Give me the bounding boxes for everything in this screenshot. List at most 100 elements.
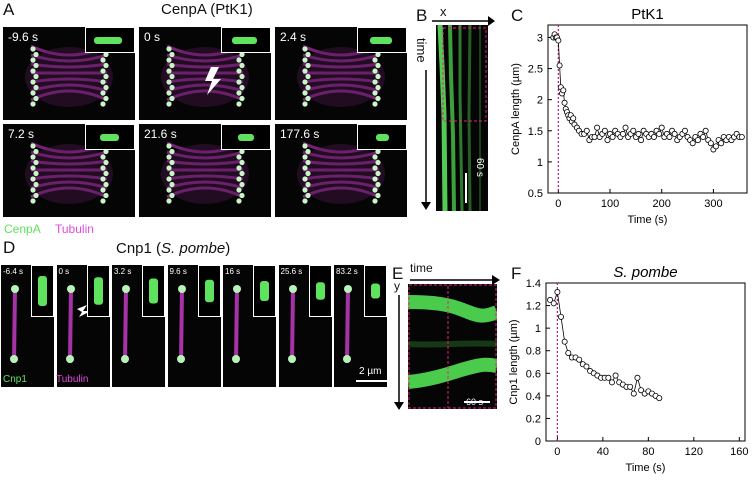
- panel-a-frame-time: 7.2 s: [8, 127, 35, 141]
- data-point: [554, 289, 561, 296]
- data-point: [609, 133, 616, 140]
- data-point: [561, 338, 568, 345]
- data-point: [565, 349, 572, 356]
- data-point: [694, 137, 701, 144]
- data-point: [656, 130, 663, 137]
- panel-e-scale-label: 60 s: [466, 397, 484, 407]
- data-point: [583, 363, 590, 370]
- data-point: [583, 127, 590, 134]
- panel-b-x-arrow: [432, 16, 495, 26]
- panel-a-frame-inset: [357, 124, 407, 150]
- panel-a-frame-inset: [357, 27, 407, 53]
- y-tick-label: 1.4: [526, 278, 541, 290]
- data-point: [601, 127, 608, 134]
- data-point: [630, 127, 637, 134]
- panel-a-frame-time: 21.6 s: [144, 127, 177, 141]
- y-tick-label: 0.5: [528, 188, 543, 200]
- panel-d-scalebar: [356, 380, 389, 382]
- panel-b-time-label: time: [414, 38, 429, 63]
- y-tick-label: 0: [535, 436, 541, 448]
- y-tick-label: 2: [537, 95, 543, 107]
- y-tick-label: 0.4: [526, 391, 541, 403]
- y-tick-label: 1.2: [526, 301, 541, 313]
- panel-b-time-arrow: [421, 70, 431, 210]
- y-tick-label: 1.5: [528, 126, 543, 138]
- chart-c: PtK1 0 100 200 300 0.5 1 1.5 2 2.5 3 Time (s) CenpA …: [510, 6, 748, 226]
- panel-d-frame-time: -6.4 s: [3, 267, 24, 276]
- panel-a-frame-inset: [85, 124, 135, 150]
- panel-a-frame: 21.6 s: [139, 124, 271, 217]
- x-tick-label: 80: [642, 446, 654, 458]
- x-axis-label: Time (s): [626, 462, 666, 474]
- panel-d-frame-time: 0 s: [58, 267, 70, 276]
- data-point: [591, 133, 598, 140]
- x-tick-label: 100: [601, 198, 619, 210]
- data-point: [738, 133, 745, 140]
- x-tick-label: 300: [704, 198, 722, 210]
- panel-a-frame: 7.2 s: [3, 124, 135, 217]
- panel-a-title: CenpA (PtK1): [161, 1, 253, 18]
- plot-frame: [547, 24, 748, 194]
- data-point: [635, 130, 642, 137]
- panel-a-scale-label: 5 µm: [377, 220, 400, 231]
- panel-d-frame: -6.4 s: [1, 265, 54, 387]
- panel-e-time-label: time: [410, 261, 433, 275]
- y-tick-label: 2.5: [528, 64, 543, 76]
- data-point: [556, 62, 563, 69]
- data-point: [547, 296, 554, 303]
- data-point: [576, 356, 583, 363]
- panel-a-frame: 0 s: [139, 27, 271, 120]
- panel-a-frame: 177.6 s: [275, 124, 407, 217]
- data-point: [605, 374, 612, 381]
- data-point: [634, 374, 641, 381]
- x-tick-label: 160: [730, 446, 748, 458]
- panel-b-scale-label: 60 s: [474, 158, 485, 177]
- y-axis-label: CenpA length (µm): [510, 63, 522, 155]
- panel-d-frame: 0 s: [56, 265, 110, 387]
- x-tick-label: 0: [554, 446, 560, 458]
- panel-e-y-arrow: [394, 295, 404, 410]
- data-point: [702, 127, 709, 134]
- panel-e-kymograph: [408, 284, 497, 409]
- data-point: [707, 140, 714, 147]
- panel-d-frame-inset: [253, 265, 276, 317]
- panel-d-frame-inset: [142, 265, 165, 317]
- y-tick-label: 1: [535, 323, 541, 335]
- panel-a-frame: 2.4 s: [275, 27, 407, 120]
- data-point: [622, 124, 629, 131]
- data-point: [627, 383, 634, 390]
- y-tick-label: 0.2: [526, 413, 541, 425]
- data-point: [666, 133, 673, 140]
- panel-a-frame-inset: [221, 124, 271, 150]
- panel-a-frame-inset: [221, 27, 271, 53]
- data-point: [619, 130, 626, 137]
- panel-d-channel-magenta: Tubulin: [56, 374, 89, 385]
- panel-d-channel-green: Cnp1: [3, 374, 27, 385]
- panel-a-frame: -9.6 s: [3, 27, 135, 120]
- panel-d-frame-inset: [197, 265, 221, 317]
- panel-letter-d: D: [3, 238, 16, 257]
- x-axis-label: Time (s): [628, 214, 668, 226]
- chart-title: PtK1: [631, 6, 664, 23]
- panel-d-frame-time: 16 s: [225, 267, 241, 276]
- chart-title: S. pombe: [613, 264, 677, 281]
- panel-a-channel-green: CenpA: [4, 222, 41, 236]
- panel-letter-f: F: [511, 264, 522, 283]
- data-point: [608, 379, 615, 386]
- panel-a-frame-time: 177.6 s: [280, 127, 320, 141]
- x-tick-label: 200: [653, 198, 671, 210]
- panel-a-frame-time: 2.4 s: [280, 30, 307, 44]
- data-point: [612, 372, 619, 379]
- panel-d-frame: 16 s: [223, 265, 276, 387]
- y-axis-label: Cnp1 length (µm): [508, 319, 520, 404]
- panel-a-frame-time: 0 s: [144, 30, 161, 44]
- panel-d-frame-inset: [86, 265, 110, 317]
- data-point: [689, 140, 696, 147]
- data-point: [555, 37, 562, 44]
- panel-d-scale-label: 2 µm: [359, 366, 382, 377]
- panel-d-title-pre: Cnp1 (: [116, 240, 162, 257]
- data-point: [561, 99, 568, 106]
- panel-letter-b: B: [416, 6, 428, 25]
- chart-f: S. pombe 0 40 80 120 160 0 0.2 0.4 0.6 0.8 1 1.2 1.4 T…: [508, 264, 748, 474]
- panel-d-frame-inset: [364, 265, 387, 317]
